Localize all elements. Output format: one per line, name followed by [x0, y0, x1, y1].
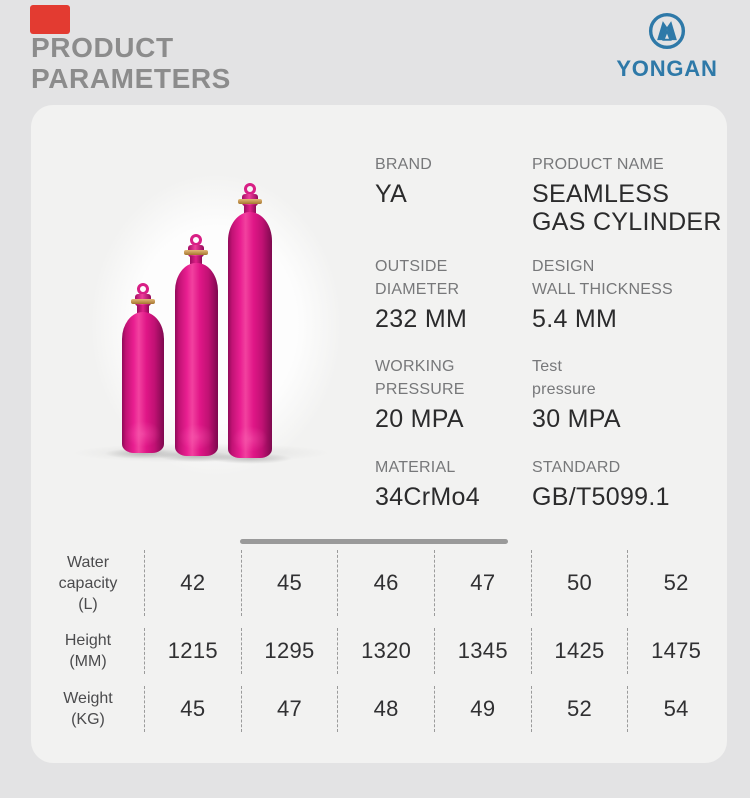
- spec-value: YA: [375, 180, 408, 208]
- spec-label: WORKING PRESSURE: [375, 358, 465, 398]
- yongan-wordmark: YONGAN: [616, 56, 718, 81]
- table-cell: 48: [337, 686, 434, 732]
- spec-value: 232 MM: [375, 305, 468, 333]
- valve-brass: [184, 250, 208, 255]
- yongan-logo: YONGAN: [608, 12, 726, 82]
- table-cell: 47: [433, 550, 531, 616]
- table-cell: 1215: [144, 628, 241, 674]
- spec-label: BRAND: [375, 156, 433, 173]
- parameters-card: BRAND YA PRODUCT NAME SEAMLESS GAS CYLIND…: [31, 105, 727, 763]
- page-title: PRODUCT PARAMETERS: [31, 32, 231, 94]
- table-cell: 54: [627, 686, 724, 732]
- cylinder-shadow: [104, 448, 182, 459]
- section-divider: [240, 539, 508, 544]
- spec-label: MATERIAL: [375, 459, 456, 476]
- table-cell: 46: [337, 550, 434, 616]
- cylinder-shadow: [210, 453, 292, 464]
- spec-value: GB/T5099.1: [532, 483, 670, 511]
- size-table: Water capacity (L) 42 45 46 47 50 52 Heigh…: [32, 550, 724, 732]
- spec-item-test-pressure: Test pressure 30 MPA: [532, 355, 735, 456]
- valve-neck: [244, 205, 256, 213]
- valve-ring-icon: [244, 183, 256, 195]
- spec-label: DESIGN WALL THICKNESS: [532, 258, 673, 298]
- spec-item-standard: STANDARD GB/T5099.1: [532, 456, 735, 511]
- row-label-height: Height (MM): [64, 632, 112, 670]
- yongan-logo-icon: [648, 12, 686, 50]
- valve-neck: [137, 305, 149, 313]
- table-cell: 50: [530, 550, 628, 616]
- gas-cylinder-small: [122, 312, 164, 453]
- table-cell: 42: [144, 550, 241, 616]
- spec-item-product-name: PRODUCT NAME SEAMLESS GAS CYLINDER: [532, 153, 735, 255]
- spec-item-brand: BRAND YA: [375, 153, 532, 255]
- cylinder-shadow: [157, 451, 237, 462]
- spec-label: Test pressure: [532, 358, 596, 398]
- spec-grid: BRAND YA PRODUCT NAME SEAMLESS GAS CYLIND…: [375, 153, 743, 511]
- table-cell: 1345: [433, 628, 531, 674]
- table-cell: 1475: [627, 628, 724, 674]
- row-label-weight: Weight (KG): [63, 690, 113, 728]
- table-cell: 47: [240, 686, 338, 732]
- table-cell: 45: [144, 686, 241, 732]
- red-accent-square: [30, 5, 70, 34]
- spec-value: 20 MPA: [375, 405, 464, 433]
- table-cell: 1425: [530, 628, 628, 674]
- spec-value: 5.4 MM: [532, 305, 618, 333]
- spec-label: PRODUCT NAME: [532, 156, 664, 173]
- spec-item-wall-thickness: DESIGN WALL THICKNESS 5.4 MM: [532, 255, 735, 355]
- valve-brass: [238, 199, 262, 204]
- spec-value: SEAMLESS GAS CYLINDER: [532, 180, 722, 236]
- table-cell: 49: [433, 686, 531, 732]
- spec-value: 34CrMo4: [375, 483, 480, 511]
- valve-brass: [131, 299, 155, 304]
- gas-cylinder-medium: [175, 263, 218, 456]
- row-label-water-capacity: Water capacity (L): [58, 553, 118, 613]
- table-cell: 45: [240, 550, 338, 616]
- spec-item-outside-diameter: OUTSIDE DIAMETER 232 MM: [375, 255, 532, 355]
- table-cell: 52: [530, 686, 628, 732]
- spec-label: STANDARD: [532, 459, 621, 476]
- table-cell: 1320: [337, 628, 434, 674]
- valve-neck: [190, 256, 202, 264]
- valve-ring-icon: [137, 283, 149, 295]
- spec-item-working-pressure: WORKING PRESSURE 20 MPA: [375, 355, 532, 456]
- table-cell: 1295: [240, 628, 338, 674]
- spec-label: OUTSIDE DIAMETER: [375, 258, 460, 298]
- table-cell: 52: [627, 550, 724, 616]
- spec-item-material: MATERIAL 34CrMo4: [375, 456, 532, 511]
- gas-cylinder-tall: [228, 212, 272, 458]
- spec-value: 30 MPA: [532, 405, 621, 433]
- valve-ring-icon: [190, 234, 202, 246]
